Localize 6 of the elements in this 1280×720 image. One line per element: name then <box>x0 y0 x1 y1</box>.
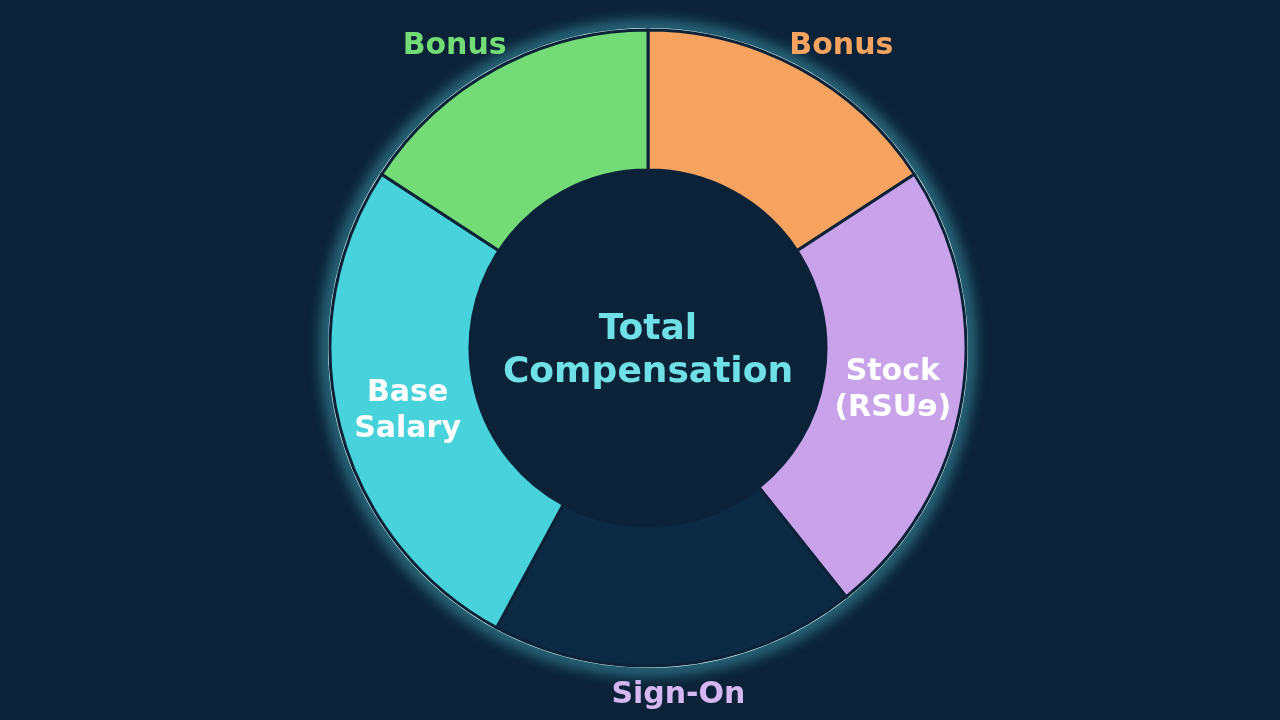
slice-label: Bonus <box>789 25 894 61</box>
slice-label: Bonus <box>402 25 507 61</box>
slice-label: Sign-On <box>611 674 746 710</box>
slice-label: Stock (RSUɘ) <box>834 352 952 424</box>
slice-label: Base Salary <box>354 373 462 445</box>
text: Total Compensation <box>502 306 794 391</box>
